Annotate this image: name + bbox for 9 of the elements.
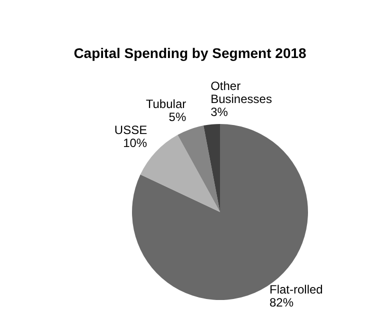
data-label: 3%: [210, 104, 228, 119]
slice-label: USSE: [114, 122, 148, 137]
data-label: 5%: [168, 110, 186, 124]
chart-title: Capital Spending by Segment 2018: [72, 45, 308, 61]
slice-label: Flat-rolled: [270, 282, 323, 296]
data-label: 10%: [123, 136, 148, 150]
data-label: 82%: [270, 295, 294, 310]
slice-label: Tubular: [146, 97, 186, 112]
slice-label: Other Businesses: [210, 78, 272, 106]
